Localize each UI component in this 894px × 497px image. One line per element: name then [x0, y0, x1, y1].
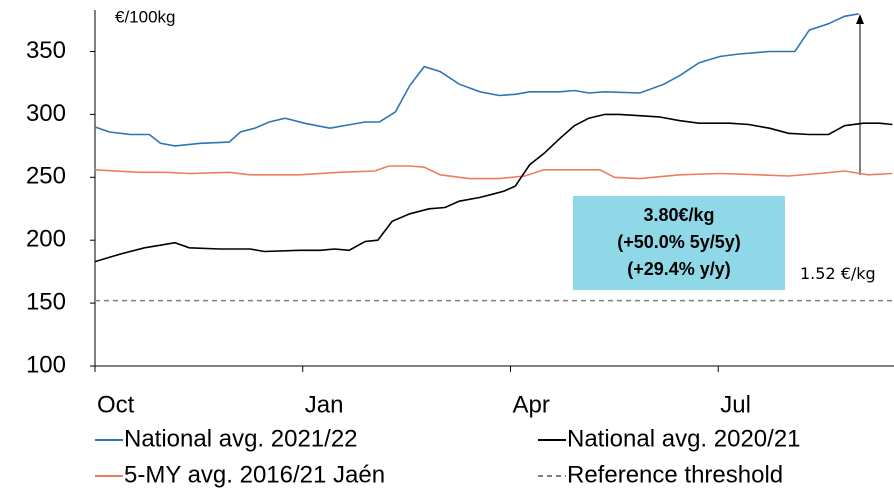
- y-tick-label: 100: [26, 351, 66, 378]
- x-tick-label: Jul: [720, 391, 751, 418]
- y-tick-label: 350: [26, 37, 66, 64]
- legend-label: 5-MY avg. 2016/21 Jaén: [124, 461, 385, 488]
- x-tick-label: Jan: [305, 391, 344, 418]
- legend-label: National avg. 2021/22: [124, 425, 358, 452]
- y-tick-label: 150: [26, 288, 66, 315]
- y-tick-label: 250: [26, 163, 66, 190]
- x-tick-label: Oct: [97, 391, 135, 418]
- y-axis-label: €/100kg: [115, 7, 176, 26]
- series-line: [94, 13, 859, 147]
- reference-label: 1.52 €/kg: [800, 264, 876, 283]
- annotation-text: (+29.4% y/y): [627, 259, 731, 279]
- annotation-text: (+50.0% 5y/5y): [617, 232, 741, 252]
- legend-label: Reference threshold: [567, 461, 783, 488]
- legend-label: National avg. 2020/21: [567, 425, 801, 452]
- annotation-text: 3.80€/kg: [643, 205, 714, 225]
- x-tick-label: Apr: [512, 391, 549, 418]
- arrow-head: [856, 14, 864, 24]
- y-tick-label: 200: [26, 226, 66, 253]
- series-line: [94, 113, 893, 263]
- annotation-box: [573, 196, 785, 290]
- y-tick-label: 300: [26, 100, 66, 127]
- series-line: [94, 165, 893, 180]
